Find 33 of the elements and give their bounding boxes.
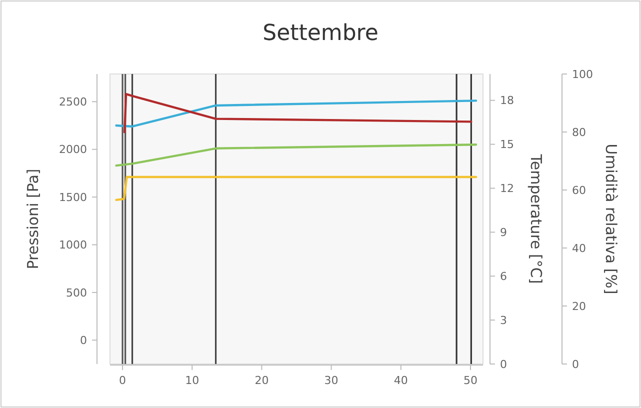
y2-axis-title: Temperature [°C]: [527, 153, 545, 284]
x-tick-label: 10: [185, 374, 200, 387]
line-series: [115, 100, 478, 128]
y-tick-label: 2500: [59, 96, 87, 109]
x-tick-label: 0: [119, 374, 126, 387]
y3-axis-title: Umidità relativa [%]: [602, 144, 620, 294]
y2-tick-label: 9: [500, 226, 507, 240]
y3-tick-label: 20: [572, 300, 586, 313]
y3-tick-label: 40: [572, 242, 586, 255]
x-tick-label: 20: [254, 374, 269, 387]
y3-tick-label: 60: [572, 184, 586, 197]
y3-tick-label: 100: [572, 68, 593, 81]
y3-tick-label: 80: [572, 126, 586, 139]
y-axis-title: Pressioni [Pa]: [24, 168, 42, 270]
x-tick-label: 40: [394, 374, 408, 387]
x-tick-label: 50: [463, 374, 478, 387]
chart-title: Settembre: [262, 21, 378, 46]
y2-tick-label: 6: [500, 270, 507, 283]
y-tick-label: 1000: [59, 238, 87, 252]
y-tick-label: 2000: [59, 143, 87, 156]
y-tick-label: 1500: [59, 190, 87, 204]
y-tick-label: 0: [80, 334, 87, 347]
line-series: [115, 143, 478, 167]
y2-tick-label: 3: [500, 314, 507, 327]
y3-tick-label: 0: [572, 358, 579, 371]
y2-tick-label: 0: [500, 358, 507, 371]
y2-tick-label: 15: [500, 138, 514, 152]
line-series: [115, 176, 478, 202]
y2-tick-label: 12: [500, 182, 514, 196]
line-series: [124, 92, 472, 134]
y2-tick-label: 18: [500, 94, 514, 108]
x-tick-label: 30: [324, 374, 338, 387]
y-tick-label: 500: [66, 286, 87, 300]
